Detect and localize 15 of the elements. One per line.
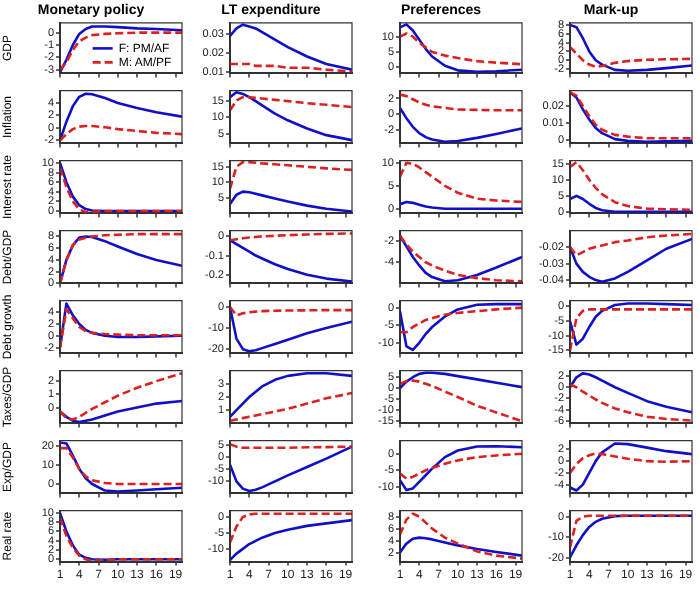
line-series bbox=[60, 371, 182, 421]
line-series bbox=[570, 232, 692, 257]
line-series bbox=[230, 160, 352, 190]
line-series bbox=[400, 32, 522, 66]
line-series bbox=[230, 512, 352, 544]
line-series bbox=[570, 45, 692, 69]
line-series bbox=[570, 452, 692, 475]
line-series bbox=[400, 93, 522, 112]
line-series bbox=[400, 306, 522, 334]
line-series bbox=[570, 160, 692, 212]
line-series bbox=[400, 512, 522, 560]
line-series bbox=[230, 95, 352, 112]
line-series bbox=[400, 161, 522, 204]
line-series bbox=[400, 452, 522, 480]
line-series bbox=[570, 514, 692, 549]
